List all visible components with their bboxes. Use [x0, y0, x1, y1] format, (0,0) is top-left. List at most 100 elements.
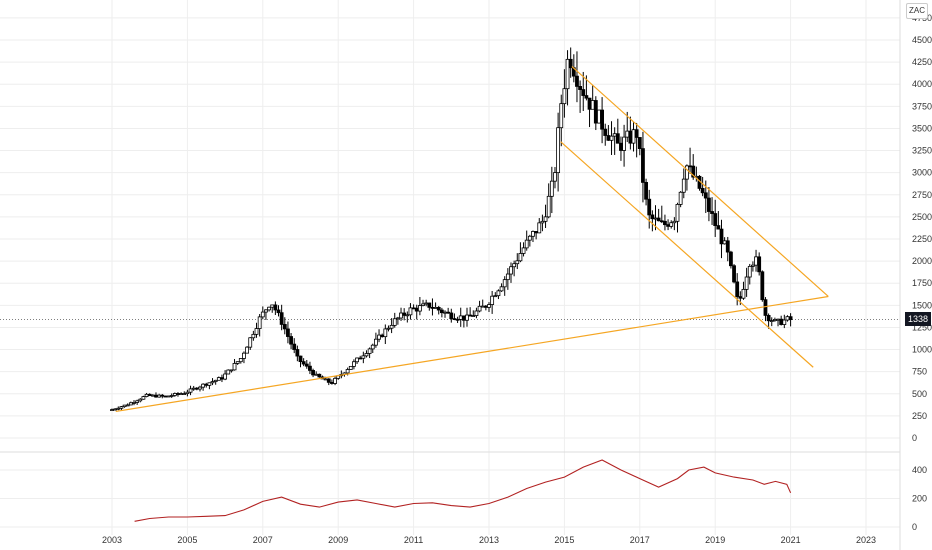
candle-down [358, 357, 363, 360]
candle-up [672, 220, 677, 224]
candle-up [509, 266, 513, 275]
y-tick-label: 2250 [912, 234, 932, 244]
time-axis-ticks: 2003 2005 2007 2009 2011 2013 2015 2017 2019 2021… [102, 535, 876, 545]
candle-down [757, 256, 762, 273]
candle-down [581, 89, 586, 96]
candle-up [348, 365, 353, 370]
candle-down [703, 192, 708, 199]
candle-down [468, 314, 473, 317]
candle-up [355, 357, 359, 363]
candle-down [176, 393, 180, 395]
candle-down [763, 299, 768, 316]
candle-up [556, 127, 561, 174]
candle-up [433, 306, 438, 309]
candle-down [194, 387, 199, 390]
ticker-badge: ZAC [906, 3, 928, 19]
candle-down [147, 393, 152, 396]
candle-down [710, 211, 714, 214]
candle-up [776, 318, 780, 321]
candle-down [688, 165, 692, 168]
candle-down [436, 306, 441, 311]
candle-up [141, 396, 146, 400]
y-tick-label: 3000 [912, 168, 932, 178]
candle-up [471, 315, 476, 317]
y-tick-label: 750 [912, 367, 927, 377]
candle-down [656, 217, 661, 222]
candle-up [198, 386, 202, 390]
x-tick-label: 2013 [479, 535, 499, 545]
candle-up [132, 402, 136, 404]
candle-down [160, 394, 165, 397]
candle-up [772, 319, 777, 322]
candle-down [641, 148, 645, 183]
candle-up [417, 305, 422, 312]
candle-up [540, 220, 545, 224]
candle-up [367, 348, 372, 354]
candle-up [232, 363, 237, 371]
candle-down [295, 349, 300, 357]
candle-up [499, 286, 504, 292]
candle-up [113, 408, 118, 411]
candle-down [301, 361, 306, 365]
candle-up [405, 314, 410, 317]
candle-up [524, 239, 529, 249]
candle-up [201, 383, 206, 388]
candle-down [735, 281, 740, 297]
candle-down [568, 58, 573, 69]
candle-up [515, 260, 520, 265]
candle-up [150, 394, 155, 397]
candle-down [732, 265, 736, 283]
candle-up [631, 129, 636, 144]
candle-up [254, 328, 259, 335]
candle-up [537, 222, 542, 234]
candle-down [700, 188, 705, 194]
candle-up [590, 100, 595, 110]
candle-up [248, 337, 253, 348]
candle-down [304, 363, 309, 367]
candle-up [751, 264, 755, 267]
candle-up [389, 324, 394, 329]
candle-up [681, 178, 686, 193]
candle-down [163, 395, 168, 398]
y-tick-label: 4000 [912, 79, 932, 89]
candle-down [282, 324, 287, 330]
candle-down [286, 328, 290, 337]
candle-up [191, 387, 196, 390]
candle-up [505, 273, 510, 281]
candle-up [612, 133, 617, 137]
candle-up [245, 346, 249, 354]
candle-down [273, 304, 278, 311]
candle-up [521, 247, 526, 254]
candle-down [647, 198, 652, 216]
candle-up [172, 393, 177, 396]
x-tick-label: 2005 [177, 535, 197, 545]
candle-up [543, 216, 548, 222]
channel-lower-line [560, 141, 814, 368]
candle-up [785, 316, 790, 321]
candle-up [669, 222, 674, 227]
candle-up [565, 58, 570, 90]
candle-up [625, 130, 630, 138]
candle-up [119, 406, 124, 409]
candle-down [738, 296, 743, 299]
candle-down [279, 312, 284, 325]
candle-down [578, 86, 583, 90]
candle-up [782, 319, 787, 325]
candle-down [449, 312, 454, 320]
candle-down [606, 135, 611, 141]
x-tick-label: 2003 [102, 535, 122, 545]
candle-down [292, 343, 297, 350]
candle-down [719, 228, 724, 245]
candle-up [496, 290, 501, 297]
candle-up [518, 253, 523, 262]
candle-up [169, 395, 174, 397]
candle-up [267, 306, 271, 311]
candle-down [663, 220, 667, 226]
candle-up [242, 352, 246, 359]
candle-up [185, 391, 190, 395]
candle-up [480, 305, 485, 308]
candle-up [144, 393, 149, 397]
candle-up [264, 309, 268, 313]
candle-up [675, 204, 680, 222]
